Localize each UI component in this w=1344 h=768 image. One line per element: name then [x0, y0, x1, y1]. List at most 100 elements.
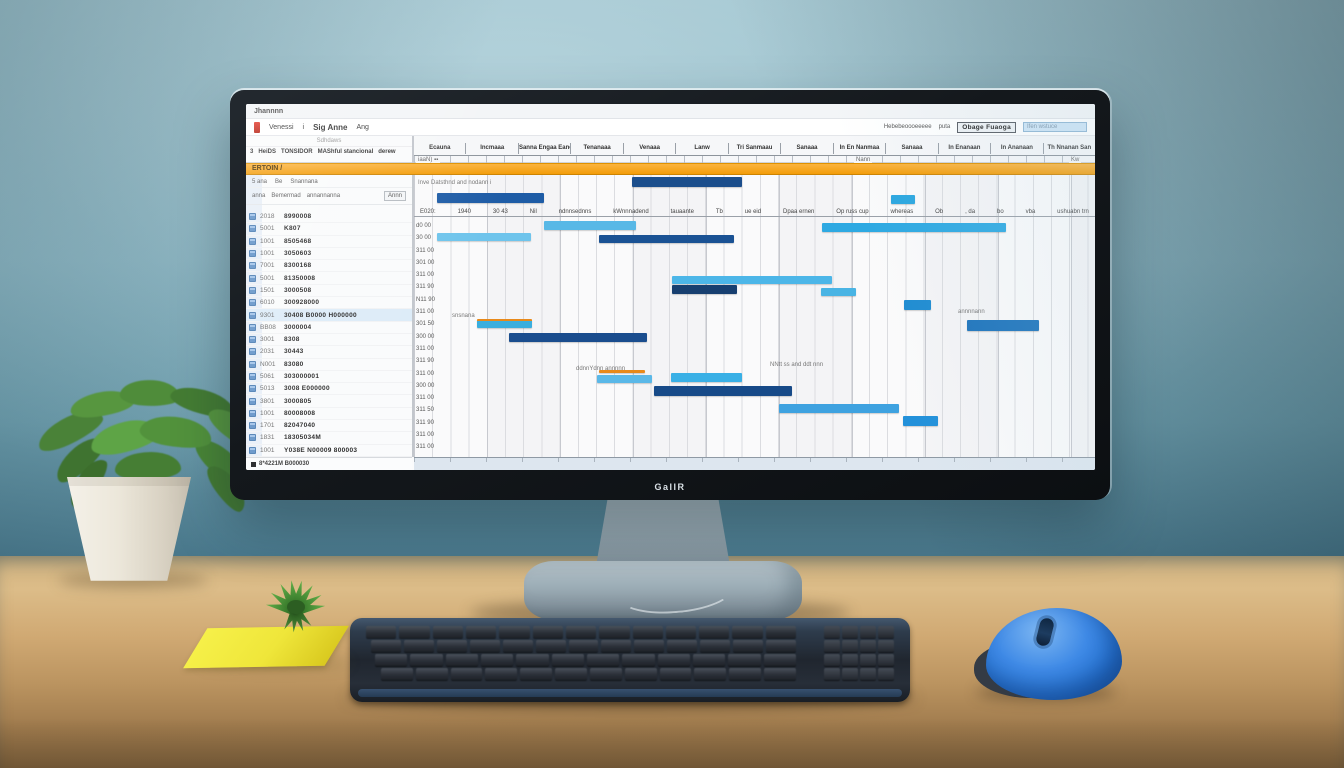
task-code: 1001	[260, 409, 275, 417]
timeline-label: Ecauna	[429, 145, 451, 151]
task-code: 3001	[260, 336, 275, 344]
menu-item[interactable]: Sig Anne	[313, 122, 348, 132]
task-row[interactable]: N001 83080	[246, 359, 412, 371]
gantt-bar[interactable]	[822, 223, 1006, 232]
task-row[interactable]: 2031 30443	[246, 346, 412, 359]
task-row[interactable]: 1001 80008008	[246, 408, 412, 421]
mouse-body	[986, 608, 1122, 700]
tick-label: iaaN) ▪▪	[416, 156, 441, 164]
task-row[interactable]: 1501 3000508	[246, 285, 412, 298]
task-name: 300928000	[284, 299, 320, 307]
keyboard-key	[565, 626, 597, 638]
timeline-label: Lanw	[675, 143, 727, 154]
detail-chip[interactable]: Annn	[383, 191, 406, 201]
gantt-bar[interactable]	[654, 386, 792, 396]
keyboard-key	[766, 640, 796, 652]
keyboard-key	[728, 654, 761, 666]
task-type-icon	[249, 299, 256, 307]
task-row[interactable]: 5001 81350008	[246, 272, 412, 285]
task-type-icon	[249, 323, 256, 331]
task-type-icon	[249, 286, 256, 294]
gantt-bar[interactable]	[903, 416, 938, 426]
task-row[interactable]: 3801 3000805	[246, 395, 412, 408]
task-row[interactable]: 9301 30408 B0000 H000000	[246, 309, 412, 322]
task-name: 8990008	[284, 213, 312, 221]
gantt-bar[interactable]	[597, 375, 652, 383]
task-type-icon	[249, 422, 256, 430]
task-code: 1001	[260, 446, 275, 454]
gantt-bar[interactable]	[904, 300, 931, 310]
gantt-row-label: 311 00	[416, 345, 434, 352]
timeline-label: In Ananaan	[990, 143, 1042, 154]
subtask-row: anna Bemermad annannanna Annn	[246, 188, 412, 205]
table-header: Sdhdaws 3 HeiDS TONSIDOR MAShful stancional…	[246, 136, 412, 163]
gantt-bar[interactable]	[672, 276, 832, 284]
gantt-bar[interactable]	[967, 320, 1039, 331]
gantt-row-label: 311 90	[416, 419, 434, 426]
keyboard-key	[410, 654, 443, 666]
gantt-subheader-label: Ob	[935, 209, 944, 215]
gantt-row-labels: d0 00 30 00 311 00 301 00 311 00 311 90 N11 90…	[416, 220, 444, 454]
project-summary-row[interactable]: ERTOIN /	[246, 163, 1095, 175]
menu-item[interactable]: i	[302, 123, 305, 131]
view-button[interactable]: Obage Fuaoga	[957, 121, 1016, 133]
keyboard-key	[634, 640, 665, 652]
task-row[interactable]: 1831 18305034M	[246, 432, 412, 445]
timeline-label: Tenanaaa	[570, 143, 622, 154]
task-row[interactable]: 5061 303000001	[246, 371, 412, 384]
keyboard-key	[732, 626, 763, 638]
keyboard-key	[763, 654, 796, 666]
gantt-bar[interactable]	[672, 285, 737, 294]
keyboard-numpad	[824, 626, 894, 680]
gantt-bar[interactable]	[779, 404, 899, 413]
search-input[interactable]: Ifen wstuce	[1023, 122, 1087, 132]
panel-divider	[412, 136, 414, 457]
task-list: 2018 8990008 5001 K807 1001 8505468 1001 305060…	[246, 211, 412, 457]
gantt-bar[interactable]	[544, 221, 636, 230]
task-row[interactable]: 1001 8505468	[246, 236, 412, 248]
status-text: 8*4221M B000030	[259, 461, 310, 467]
succulent-plant	[246, 576, 346, 642]
task-row[interactable]: 5001 K807	[246, 223, 412, 236]
gantt-bar[interactable]	[632, 177, 742, 187]
subtask-header: 5 ana Be Snannana anna Bemermad annannan…	[246, 175, 412, 211]
gantt-subheader-label: 1940	[457, 209, 471, 215]
numpad-key	[842, 626, 858, 638]
keyboard-key	[665, 626, 697, 638]
gantt-chart: E020: 1940 30 43 Nil ndnnsednns kWnnnadend tau…	[414, 175, 1095, 457]
gantt-row-label: 311 50	[416, 407, 434, 414]
task-type-icon	[249, 373, 256, 380]
gantt-bar[interactable]	[599, 370, 645, 373]
gantt-bar[interactable]	[509, 333, 647, 342]
task-row[interactable]: 1001 3050603	[246, 248, 412, 261]
menu-item[interactable]: Venessi	[269, 123, 294, 131]
gantt-row-label: 30 00	[416, 235, 432, 242]
menu-item[interactable]: Ang	[356, 123, 369, 131]
task-row[interactable]: 2018 8990008	[246, 211, 412, 224]
numpad-key	[824, 626, 840, 638]
toolbar-right-text: Hebebeoooeeeee	[883, 124, 932, 130]
task-row[interactable]: 6010 300928000	[246, 297, 412, 310]
gantt-bar[interactable]	[437, 193, 544, 203]
task-row[interactable]: 1001 Y038E N00009 800003	[246, 445, 412, 457]
gantt-bar[interactable]	[599, 235, 734, 243]
keyboard-key	[555, 668, 587, 680]
gantt-row-label: 311 00	[416, 444, 434, 451]
task-row[interactable]: BB08 3000004	[246, 322, 412, 334]
task-row[interactable]: 7001 8300168	[246, 260, 412, 273]
gantt-bar[interactable]	[477, 319, 532, 328]
task-name: Y038E N00009 800003	[284, 446, 358, 454]
task-row[interactable]: 3001 8308	[246, 334, 412, 347]
app-title: Jhannnn	[254, 108, 284, 115]
gantt-row-label: 311 00	[416, 309, 434, 316]
gantt-bar[interactable]	[821, 288, 856, 296]
gantt-subheader-label: ushuabn trn	[1057, 209, 1089, 215]
task-row[interactable]: 1701 82047040	[246, 420, 412, 433]
gantt-bar[interactable]	[671, 373, 742, 382]
gantt-bar[interactable]	[891, 195, 915, 204]
gantt-subheader-label: E020:	[420, 209, 436, 215]
task-row[interactable]: 5013 3008 E000000	[246, 383, 412, 396]
task-name: 3000805	[284, 397, 312, 405]
gantt-bar[interactable]	[437, 233, 531, 241]
gantt-annotation: annnnann	[958, 309, 985, 315]
